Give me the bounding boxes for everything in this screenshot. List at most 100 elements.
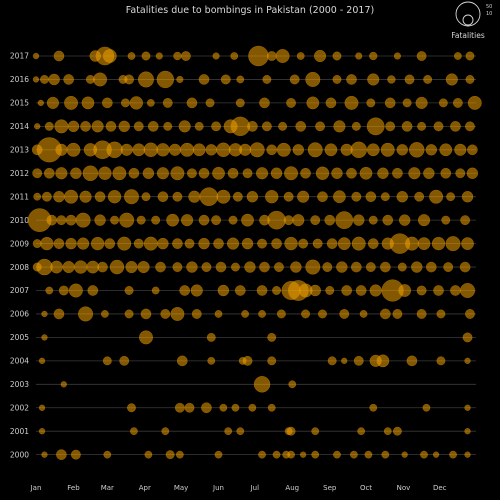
bubble-2006 xyxy=(241,310,250,318)
bubble-2007 xyxy=(369,284,382,297)
bubble-2006 xyxy=(191,309,202,319)
bubble-2002 xyxy=(38,404,46,411)
bubble-2006 xyxy=(465,309,475,319)
bubble-2015 xyxy=(286,97,296,108)
bubble-2013 xyxy=(55,143,68,156)
bubble-2015 xyxy=(384,97,396,109)
y-tick-label: 2012 xyxy=(10,169,29,178)
bubble-2001 xyxy=(286,426,296,436)
bubble-2000 xyxy=(70,449,81,460)
bubble-2004 xyxy=(242,355,253,366)
bubble-2015 xyxy=(81,96,95,110)
bubble-2010 xyxy=(228,215,238,225)
bubble-2010 xyxy=(151,215,161,225)
bubble-2010 xyxy=(441,215,451,225)
bubble-2013 xyxy=(168,143,182,156)
bubble-2008 xyxy=(109,259,125,275)
bubble-2014 xyxy=(80,120,91,132)
year-rows: 2017 2016 2015 2014 2013 2012 2011 2010 2009 2008… xyxy=(10,52,476,459)
bubble-2014 xyxy=(351,121,361,131)
bubble-2009 xyxy=(157,237,169,250)
bubble-2010 xyxy=(353,214,365,226)
bubble-2011 xyxy=(333,190,346,204)
bubble-2010 xyxy=(94,214,106,226)
bubble-2011 xyxy=(123,189,140,205)
bubble-2008 xyxy=(125,260,138,274)
x-tick-label: Jan xyxy=(30,484,42,492)
y-tick-label: 2005 xyxy=(10,333,29,342)
bubble-2016 xyxy=(289,74,300,85)
bubble-2013 xyxy=(396,144,408,156)
bubble-2009 xyxy=(77,237,90,250)
bubble-2012 xyxy=(70,167,82,179)
bubble-2009 xyxy=(445,236,461,252)
bubble-2009 xyxy=(184,238,195,249)
x-tick-label: Nov xyxy=(397,484,411,492)
x-tick-label: Sep xyxy=(323,484,337,492)
bubble-2004 xyxy=(464,357,471,365)
bubble-2009 xyxy=(65,237,77,250)
bubble-2011 xyxy=(199,187,219,207)
bubble-2017 xyxy=(180,51,191,61)
bubble-2002 xyxy=(127,403,136,413)
bubble-2007 xyxy=(272,286,282,295)
bubble-2017 xyxy=(32,52,40,60)
y-tick-label: 2011 xyxy=(10,192,29,201)
bubble-2015 xyxy=(37,99,45,107)
bubble-2008 xyxy=(186,261,198,273)
bubble-2012 xyxy=(55,167,68,180)
bubble-2007 xyxy=(190,284,203,297)
bubble-2002 xyxy=(219,403,228,412)
bubble-2011 xyxy=(396,190,408,203)
bubble-2012 xyxy=(377,167,389,179)
bubble-2006 xyxy=(140,308,152,320)
bubble-2008 xyxy=(137,260,150,274)
bubble-2000 xyxy=(41,451,48,458)
bubble-2001 xyxy=(236,427,245,436)
bubble-2008 xyxy=(244,261,256,273)
bubble-2009 xyxy=(298,238,309,249)
bubble-2010 xyxy=(335,211,354,230)
bubble-2013 xyxy=(266,144,278,156)
y-tick-label: 2016 xyxy=(10,75,29,84)
bubble-2009 xyxy=(312,238,323,249)
bubble-2008 xyxy=(425,261,437,273)
bubble-2010 xyxy=(241,213,254,227)
bubble-2015 xyxy=(259,97,270,109)
bubble-2000 xyxy=(381,450,390,459)
bubble-2007 xyxy=(124,286,134,295)
x-tick-label: Jun xyxy=(212,484,224,492)
bubble-2017 xyxy=(332,51,342,61)
bubble-2012 xyxy=(331,167,343,179)
bubble-2007 xyxy=(325,286,335,295)
bubble-2014 xyxy=(433,121,444,132)
bubble-2002 xyxy=(422,403,431,412)
bubble-2006 xyxy=(318,309,327,319)
bubble-2011 xyxy=(246,190,259,203)
bubble-2007 xyxy=(234,285,246,296)
bubble-2000 xyxy=(364,450,373,459)
bubble-2012 xyxy=(440,167,452,179)
bubble-2014 xyxy=(230,116,250,137)
bubble-2012 xyxy=(284,166,299,181)
bubble-2007 xyxy=(58,285,69,296)
bubble-2014 xyxy=(401,120,413,132)
bubble-2001 xyxy=(224,427,233,436)
bubble-2014 xyxy=(105,120,117,132)
bubble-2007 xyxy=(87,285,99,296)
bubble-2014 xyxy=(450,120,461,132)
bubble-2013 xyxy=(350,141,367,159)
y-tick-label: 2006 xyxy=(10,310,29,319)
bubble-2013 xyxy=(192,143,206,157)
bubble-2002 xyxy=(174,402,185,413)
bubble-2012 xyxy=(455,168,466,179)
bubble-2009 xyxy=(404,236,419,251)
bubble-2010 xyxy=(368,215,378,225)
bubble-2017 xyxy=(127,52,136,60)
bubble-2014 xyxy=(54,119,69,134)
bubble-2015 xyxy=(235,98,245,108)
bubble-2014 xyxy=(34,123,41,130)
bubble-2014 xyxy=(366,117,385,136)
bubble-2012 xyxy=(128,167,140,179)
bubble-2011 xyxy=(64,189,79,204)
